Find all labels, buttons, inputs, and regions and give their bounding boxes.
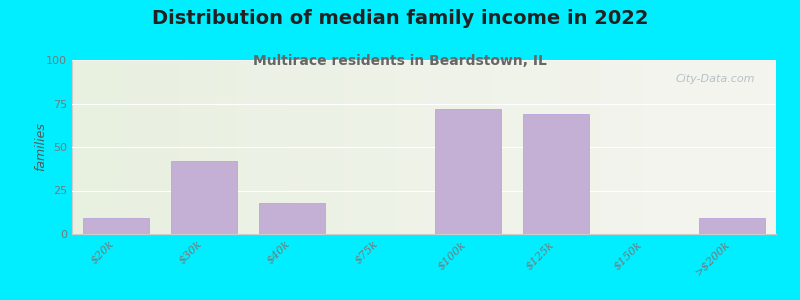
Y-axis label: families: families bbox=[34, 123, 47, 171]
Bar bbox=[435, 109, 501, 234]
Bar bbox=[523, 114, 589, 234]
Bar bbox=[259, 203, 325, 234]
Text: Distribution of median family income in 2022: Distribution of median family income in … bbox=[152, 9, 648, 28]
Bar bbox=[699, 218, 765, 234]
Bar bbox=[83, 218, 149, 234]
Text: City-Data.com: City-Data.com bbox=[675, 74, 755, 84]
Bar bbox=[171, 161, 237, 234]
Text: Multirace residents in Beardstown, IL: Multirace residents in Beardstown, IL bbox=[253, 54, 547, 68]
